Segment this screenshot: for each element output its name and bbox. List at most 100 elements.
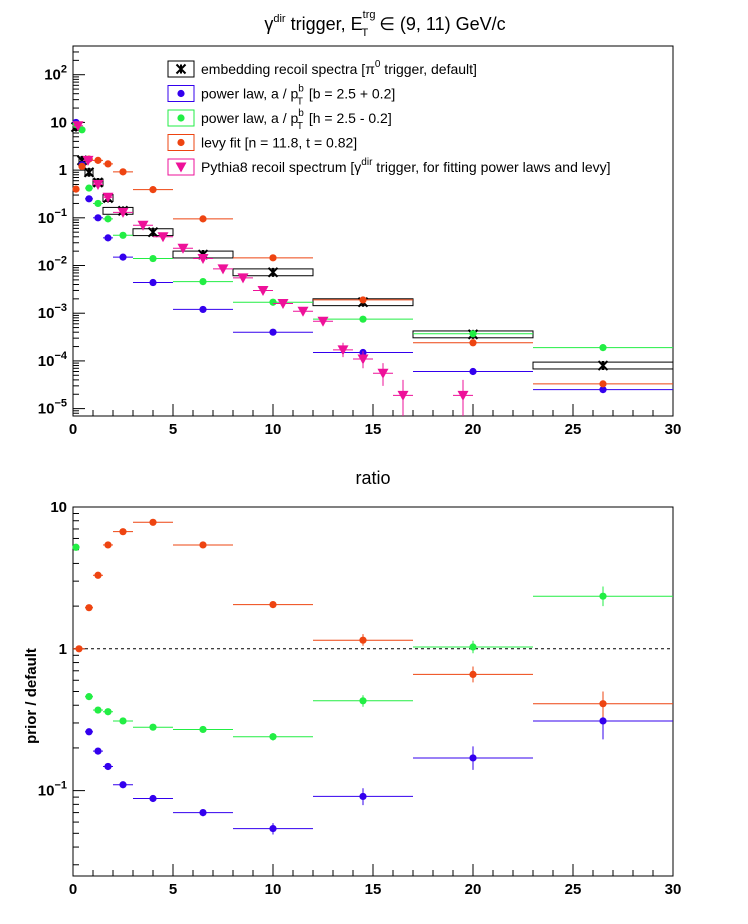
data-point bbox=[104, 762, 112, 771]
data-point bbox=[269, 601, 277, 609]
y-tick-label: 10−5 bbox=[38, 398, 67, 418]
spectra-legend: embedding recoil spectra [π0 trigger, de… bbox=[167, 59, 611, 176]
legend-marker bbox=[177, 114, 185, 122]
x-tick-label: 25 bbox=[565, 881, 582, 898]
legend-swatch bbox=[167, 158, 195, 176]
data-point bbox=[117, 207, 129, 218]
x-tick-label: 5 bbox=[169, 881, 177, 898]
legend-marker bbox=[175, 63, 187, 75]
data-point bbox=[469, 339, 477, 347]
data-point bbox=[599, 344, 607, 352]
legend-label: Pythia8 recoil spectrum [γdir trigger, f… bbox=[201, 157, 611, 175]
y-tick-label: 10 bbox=[50, 499, 67, 516]
data-point bbox=[469, 367, 477, 376]
data-point bbox=[119, 717, 127, 725]
data-point bbox=[599, 592, 607, 600]
legend-entry: levy fit [n = 11.8, t = 0.82] bbox=[167, 134, 357, 151]
y-tick-label: 102 bbox=[44, 64, 67, 84]
data-point bbox=[599, 386, 607, 394]
data-point bbox=[72, 543, 80, 551]
y-tick-label: 10−2 bbox=[38, 255, 67, 275]
data-point bbox=[149, 254, 157, 263]
plot-frame bbox=[72, 506, 674, 877]
series-4 bbox=[72, 121, 473, 416]
series-2 bbox=[73, 518, 673, 718]
y-tick-label: 10−4 bbox=[38, 350, 68, 370]
data-point bbox=[217, 264, 229, 275]
data-point bbox=[199, 305, 207, 314]
data-point bbox=[149, 518, 157, 526]
legend-label: embedding recoil spectra [π0 trigger, de… bbox=[201, 59, 477, 77]
data-point bbox=[94, 199, 102, 208]
data-point bbox=[78, 162, 86, 170]
data-point bbox=[83, 167, 95, 178]
legend-swatch bbox=[167, 85, 195, 102]
x-tick-label: 10 bbox=[265, 421, 282, 438]
data-point bbox=[269, 733, 277, 741]
data-point bbox=[469, 643, 477, 651]
data-point bbox=[104, 234, 112, 242]
x-tick-label: 30 bbox=[665, 881, 682, 898]
data-point bbox=[269, 298, 277, 306]
data-point bbox=[157, 232, 169, 243]
legend-entry: power law, a / pb T [b = 2.5 + 0.2] bbox=[167, 84, 395, 108]
data-point bbox=[269, 328, 277, 336]
y-tick-label: 1 bbox=[59, 641, 67, 658]
legend-label: power law, a / pb T [h = 2.5 - 0.2] bbox=[201, 108, 392, 132]
data-point bbox=[269, 254, 277, 262]
x-tick-label: 20 bbox=[465, 881, 482, 898]
bin-box bbox=[102, 206, 134, 215]
data-point bbox=[104, 541, 112, 549]
y-tick-label: 10−1 bbox=[38, 207, 67, 227]
data-point bbox=[85, 728, 93, 736]
data-point bbox=[94, 214, 102, 222]
data-point bbox=[85, 693, 93, 701]
data-point bbox=[317, 316, 329, 327]
data-point bbox=[199, 541, 207, 549]
x-tick-label: 10 bbox=[265, 881, 282, 898]
data-point bbox=[119, 528, 127, 536]
x-tick-label: 30 bbox=[665, 421, 682, 438]
plot-frame bbox=[72, 45, 674, 417]
data-point bbox=[269, 824, 277, 833]
data-point bbox=[199, 725, 207, 734]
legend-marker bbox=[177, 89, 185, 98]
spectra-title: γdir trigger, Etrg T ∈ (9, 11) GeV/c bbox=[264, 9, 505, 39]
legend-label: levy fit [n = 11.8, t = 0.82] bbox=[201, 135, 357, 151]
data-point bbox=[102, 192, 114, 203]
data-point bbox=[359, 636, 367, 644]
data-point bbox=[599, 717, 607, 725]
legend-swatch bbox=[167, 60, 195, 78]
data-point bbox=[397, 390, 409, 401]
data-point bbox=[85, 184, 93, 192]
data-point bbox=[75, 645, 83, 653]
y-tick-label: 10−3 bbox=[38, 302, 67, 322]
data-point bbox=[359, 697, 367, 705]
data-point bbox=[119, 231, 127, 239]
data-point bbox=[337, 345, 349, 356]
data-point bbox=[82, 155, 94, 166]
data-point bbox=[149, 794, 157, 803]
data-point bbox=[359, 315, 367, 323]
data-point bbox=[377, 368, 389, 379]
legend-entry: embedding recoil spectra [π0 trigger, de… bbox=[167, 59, 477, 78]
legend-marker bbox=[175, 162, 187, 173]
spectra-plot: 0 5 10 15 20 25 30 102 10 1 10−1 10−2 10−3 10−4 10−5 bbox=[38, 45, 682, 438]
legend-entry: power law, a / pb T [h = 2.5 - 0.2] bbox=[167, 108, 392, 132]
data-point bbox=[457, 390, 469, 401]
series-1 bbox=[72, 543, 673, 741]
data-point bbox=[469, 330, 477, 338]
data-point bbox=[267, 267, 279, 278]
x-tick-label: 15 bbox=[365, 881, 382, 898]
x-tick-label: 0 bbox=[69, 421, 77, 438]
data-point bbox=[104, 160, 112, 168]
y-tick-label: 10 bbox=[50, 114, 67, 131]
data-point bbox=[85, 604, 93, 612]
data-point bbox=[469, 670, 477, 679]
legend-entry: Pythia8 recoil spectrum [γdir trigger, f… bbox=[167, 157, 611, 176]
data-point bbox=[149, 278, 157, 287]
data-point bbox=[599, 700, 607, 708]
data-point bbox=[137, 220, 149, 231]
data-point bbox=[72, 185, 80, 193]
